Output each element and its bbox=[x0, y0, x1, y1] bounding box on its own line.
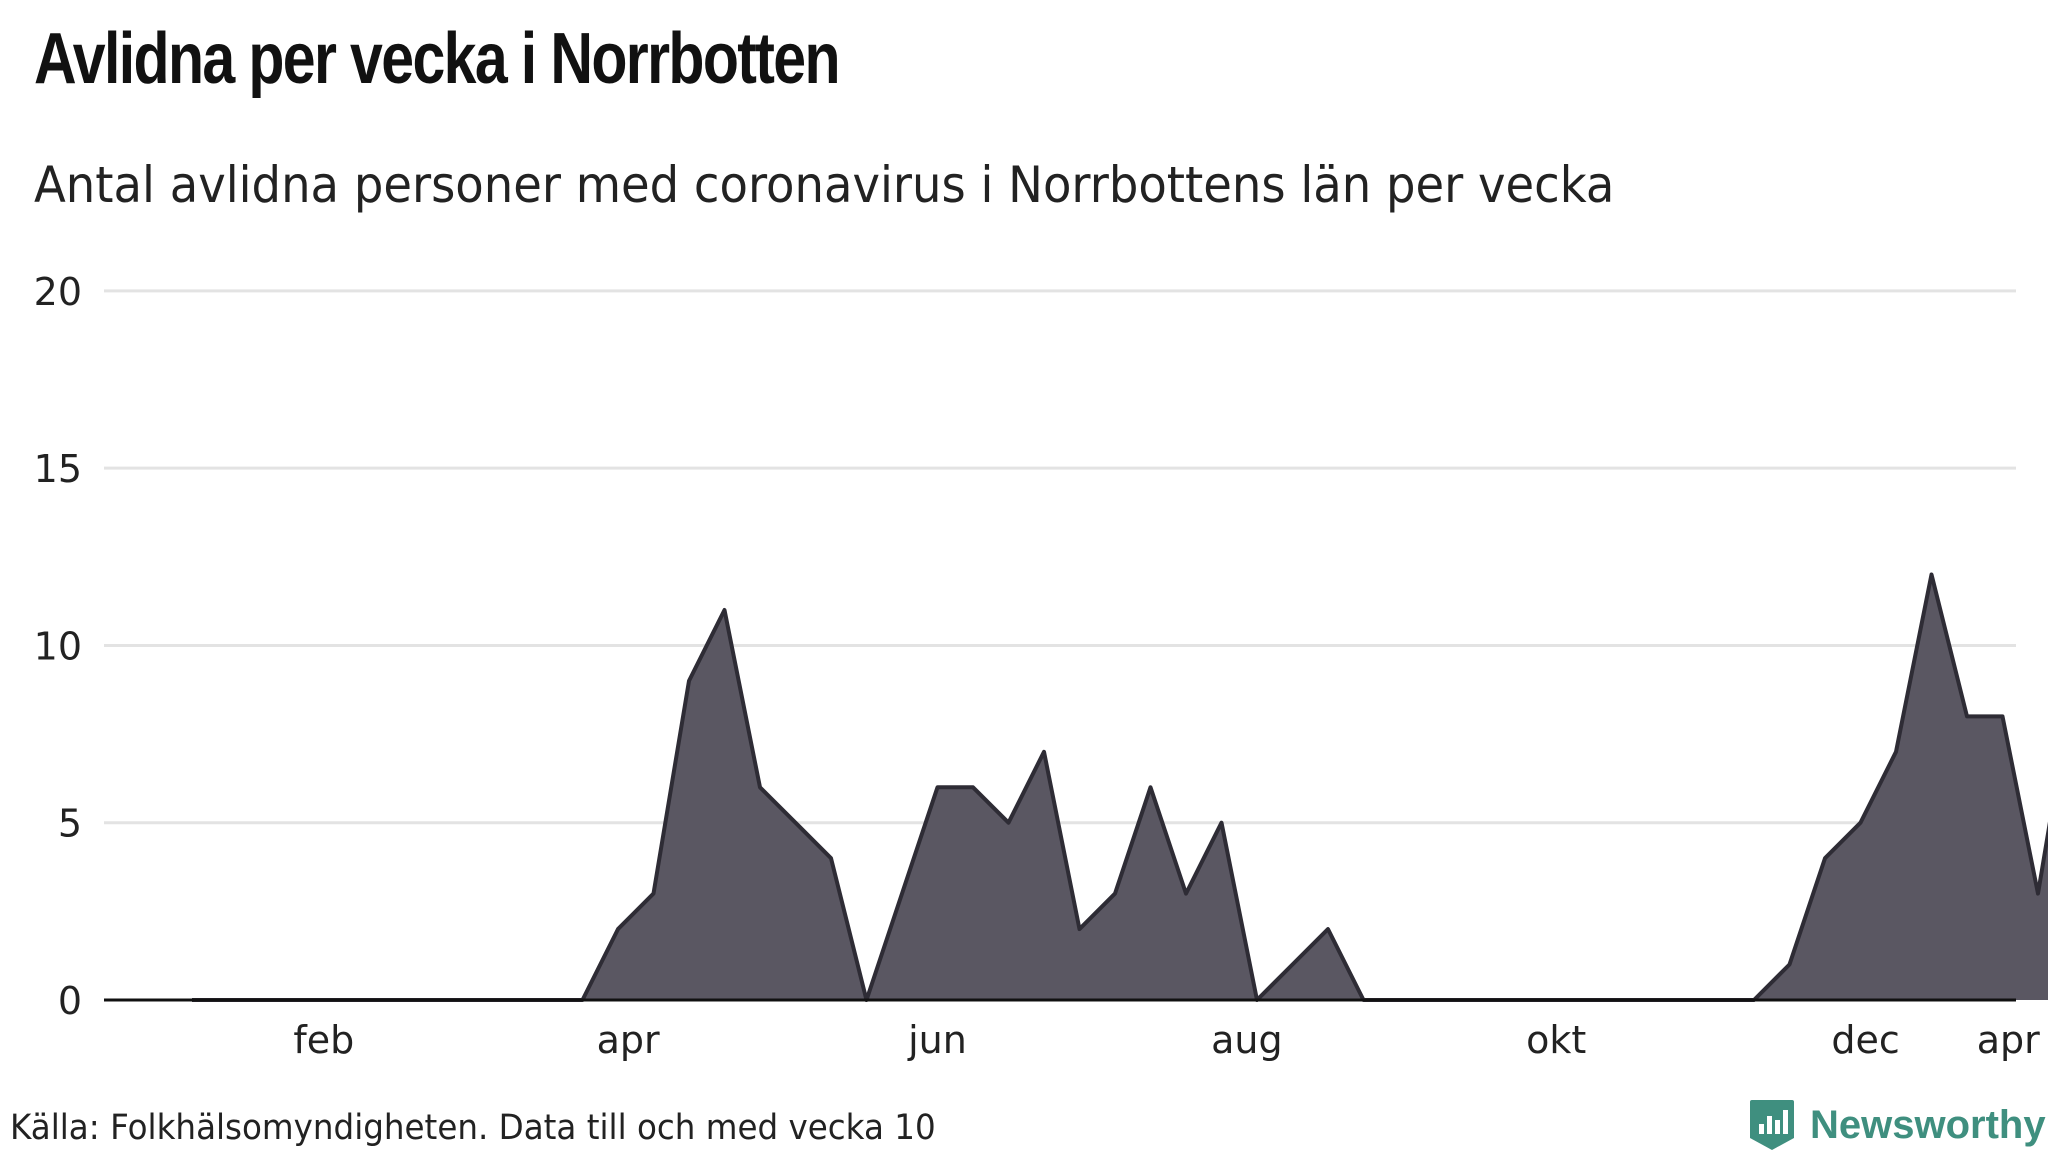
series-area-fill bbox=[192, 574, 2048, 1000]
chart-title: Avlidna per vecka i Norrbotten bbox=[34, 19, 841, 99]
y-tick-label: 0 bbox=[58, 979, 82, 1023]
x-tick-label: okt bbox=[1526, 1018, 1586, 1062]
brand-name: Newsworthy bbox=[1810, 1102, 2046, 1147]
y-tick-label: 5 bbox=[58, 802, 82, 846]
x-tick-label: dec bbox=[1831, 1018, 1899, 1062]
y-tick-label: 20 bbox=[34, 270, 82, 314]
source-note: Källa: Folkhälsomyndigheten. Data till o… bbox=[10, 1108, 936, 1148]
x-tick-label: aug bbox=[1211, 1018, 1283, 1062]
x-tick-label: jun bbox=[907, 1018, 967, 1062]
x-tick-label: apr bbox=[597, 1018, 660, 1062]
bar-chart-logo-icon bbox=[1750, 1100, 1794, 1150]
y-tick-label: 15 bbox=[34, 447, 82, 491]
x-axis-ticks: febaprjunaugoktdecfeb 2021apr bbox=[293, 1018, 2040, 1062]
chart-subtitle: Antal avlidna personer med coronavirus i… bbox=[34, 156, 1615, 214]
y-tick-label: 10 bbox=[34, 624, 82, 668]
x-tick-label: feb bbox=[293, 1018, 354, 1062]
x-tick-label: apr bbox=[1977, 1018, 2040, 1062]
y-axis-ticks: 0 5 10 15 20 bbox=[34, 270, 82, 1023]
brand-logo[interactable]: Newsworthy bbox=[1748, 1098, 2046, 1152]
gridlines bbox=[104, 289, 2016, 825]
series-area bbox=[192, 572, 2048, 1002]
